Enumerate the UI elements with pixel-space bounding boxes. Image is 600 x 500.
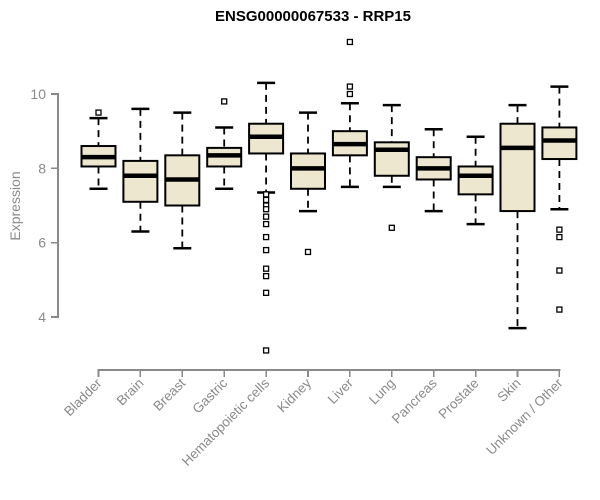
- box-bladder: [80, 109, 117, 191]
- outlier-point: [262, 233, 270, 241]
- outlier-point: [346, 83, 354, 90]
- x-category-label: Brain: [114, 376, 147, 409]
- outlier-point: [262, 246, 270, 254]
- box-kidney: [290, 111, 326, 256]
- x-category-label: Pancreas: [389, 375, 440, 426]
- outlier-point: [262, 220, 270, 228]
- x-category-label: Liver: [325, 375, 357, 407]
- box-lung: [373, 103, 410, 231]
- iqr-box: [541, 126, 578, 161]
- box-hematopoietic-cells: [248, 81, 285, 354]
- box-brain: [122, 107, 159, 233]
- outlier-point: [221, 98, 228, 105]
- box-skin: [499, 103, 536, 330]
- x-category-label: Lung: [366, 376, 398, 408]
- y-axis-title: Expression: [7, 171, 23, 240]
- outlier-point: [556, 306, 563, 313]
- x-category-label: Gastric: [189, 375, 230, 416]
- y-tick-label: 4: [38, 309, 46, 325]
- outlier-point: [262, 191, 270, 198]
- iqr-box: [457, 165, 494, 196]
- x-category-label: Prostate: [436, 376, 482, 422]
- x-category-label: Breast: [150, 375, 188, 413]
- outlier-point: [556, 233, 563, 241]
- outlier-point: [304, 248, 312, 256]
- iqr-box: [373, 141, 410, 177]
- box-gastric: [206, 98, 243, 191]
- y-axis: 4 6 8 10: [30, 86, 59, 325]
- x-category-label: Unknown / Other: [483, 375, 566, 458]
- box-prostate: [457, 135, 494, 226]
- outlier-point: [346, 90, 354, 98]
- iqr-box: [499, 122, 536, 213]
- outlier-point: [388, 224, 395, 231]
- outlier-point: [262, 272, 270, 280]
- box-unknown-other: [541, 85, 578, 313]
- outlier-point: [262, 347, 270, 354]
- outlier-point: [262, 265, 270, 272]
- box-liver: [331, 38, 368, 189]
- y-tick-label: 6: [38, 235, 46, 251]
- outlier-point: [346, 38, 354, 46]
- outlier-point: [556, 267, 563, 274]
- outlier-point: [556, 226, 563, 233]
- box-breast: [164, 111, 201, 250]
- outlier-point: [262, 289, 270, 296]
- y-tick-label: 8: [38, 160, 46, 176]
- outlier-point: [262, 196, 270, 204]
- outlier-point: [262, 206, 270, 213]
- outlier-point: [262, 213, 270, 220]
- x-category-label: Skin: [494, 376, 523, 405]
- iqr-box: [290, 152, 326, 190]
- y-tick-label: 10: [30, 86, 46, 102]
- iqr-box: [122, 159, 159, 203]
- chart-title: ENSG00000067533 - RRP15: [215, 8, 411, 25]
- outlier-point: [95, 109, 102, 116]
- x-category-label: Bladder: [61, 375, 105, 419]
- box-pancreas: [415, 128, 452, 213]
- x-category-label: Kidney: [274, 375, 314, 415]
